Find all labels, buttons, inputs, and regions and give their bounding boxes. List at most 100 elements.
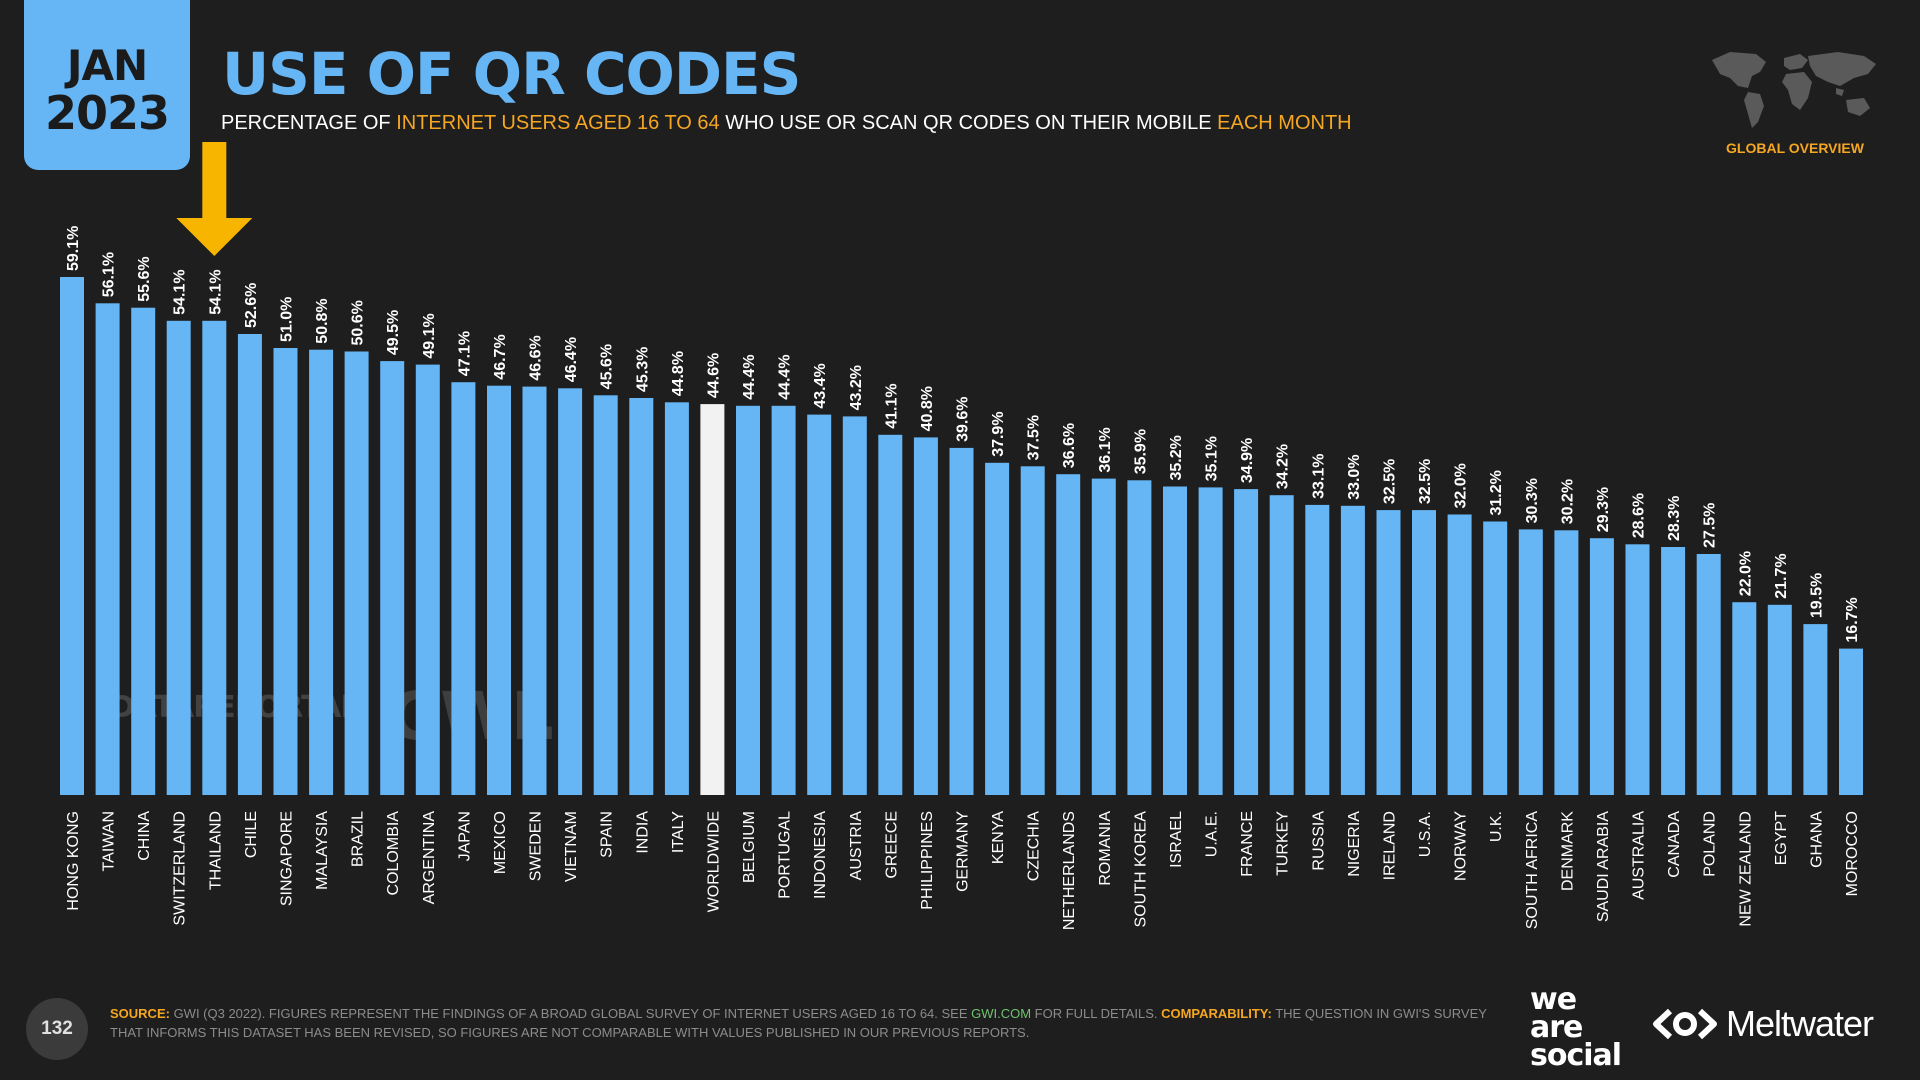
value-label: 50.6% [350,300,367,345]
comparability-text: THE QUESTION IN GWI'S SURVEY THAT INFORM… [110,1006,1487,1040]
bar-ireland [1376,510,1401,795]
category-label: AUSTRALIA [1631,811,1648,900]
date-month: JAN [66,41,148,90]
category-label: ISRAEL [1168,811,1185,868]
value-label: 41.1% [883,383,900,428]
category-label: EGYPT [1773,811,1790,865]
bar-malaysia [309,349,334,795]
bar-romania [1091,478,1116,795]
value-label: 36.6% [1061,423,1078,468]
logo-line-social: social [1530,1038,1622,1073]
value-label: 36.1% [1097,427,1114,472]
category-label: CANADA [1666,811,1683,878]
meltwater-wordmark: Meltwater [1726,1003,1874,1044]
value-label: 44.8% [670,351,687,396]
qr-codes-bar-chart: 59.1% HONG KONG 56.1% TAIWAN 55.6% CHINA 54.1%… [60,142,1863,930]
category-label: HONG KONG [65,811,82,911]
value-label: 52.6% [243,283,260,328]
date-badge: JAN 2023 [24,0,190,170]
category-label: BELGIUM [741,811,758,883]
category-label: SWITZERLAND [172,811,189,926]
value-label: 30.2% [1559,479,1576,524]
section-label: GLOBAL OVERVIEW [1726,140,1864,156]
page-title: USE OF QR CODES [222,40,801,108]
category-label: NEW ZEALAND [1737,811,1754,927]
logo-line-we: we [1530,982,1577,1017]
category-label: VIETNAM [563,811,580,882]
bar-norway [1447,514,1472,795]
value-label: 32.5% [1417,459,1434,504]
value-label: 45.6% [599,344,616,389]
bar-taiwan [95,303,120,795]
value-label: 29.3% [1595,487,1612,532]
value-label: 54.1% [172,269,189,314]
bar-italy [664,402,689,795]
category-label: PHILIPPINES [919,811,936,910]
bar-singapore [273,348,298,795]
category-label: U.A.E. [1204,811,1221,857]
bar-poland [1696,554,1721,795]
value-label: 50.8% [314,298,331,343]
category-label: POLAND [1702,811,1719,877]
category-label: U.S.A. [1417,811,1434,857]
source-text: GWI (Q3 2022). FIGURES REPRESENT THE FIN… [169,1006,972,1021]
bar-indonesia [807,414,832,795]
bar-spain [593,395,618,795]
value-label: 35.9% [1132,429,1149,474]
bar-egypt [1767,604,1792,795]
category-label: RUSSIA [1310,811,1327,871]
world-map-icon [1712,52,1876,128]
value-label: 44.6% [705,353,722,398]
bar-australia [1625,544,1650,795]
bar-colombia [380,361,405,795]
category-label: SOUTH AFRICA [1524,811,1541,930]
value-label: 35.2% [1168,435,1185,480]
subtitle-part: INTERNET USERS AGED 16 TO 64 [396,112,720,134]
category-label: ARGENTINA [421,811,438,905]
bar-vietnam [558,388,583,795]
category-label: MALAYSIA [314,811,331,890]
comparability-label: COMPARABILITY: [1161,1006,1272,1021]
category-label: THAILAND [207,811,224,890]
category-label: COLOMBIA [385,811,402,896]
source-label: SOURCE: [110,1006,170,1021]
value-label: 34.9% [1239,438,1256,483]
bar-china [131,307,156,795]
bar-new-zealand [1732,602,1757,795]
category-label: SINGAPORE [279,811,296,906]
bar-hong-kong [60,277,84,795]
value-label: 16.7% [1844,597,1861,642]
date-year: 2023 [44,86,170,140]
bar-south-africa [1518,529,1543,795]
value-label: 33.1% [1310,454,1327,499]
category-label: GREECE [883,811,900,879]
value-label: 46.4% [563,337,580,382]
value-label: 30.3% [1524,478,1541,523]
bar-ghana [1803,624,1828,795]
bar-czechia [1020,466,1045,795]
bar-philippines [913,437,938,795]
bar-u-k [1483,521,1508,795]
category-label: ITALY [670,811,687,853]
source-after: FOR FULL DETAILS. [1031,1006,1162,1021]
category-label: AUSTRIA [848,811,865,881]
category-label: CHILE [243,811,260,858]
value-label: 28.6% [1631,493,1648,538]
category-label: FRANCE [1239,811,1256,877]
bar-sweden [522,386,547,795]
bar-south-korea [1127,480,1152,795]
bar-greece [878,434,903,795]
bar-denmark [1554,530,1579,795]
category-label: IRELAND [1382,811,1399,880]
bar-russia [1305,504,1330,795]
value-label: 56.1% [101,252,118,297]
bar-israel [1163,486,1187,795]
page-subtitle: PERCENTAGE OF INTERNET USERS AGED 16 TO … [221,112,1352,135]
subtitle-part: PERCENTAGE OF [221,112,397,134]
value-label: 37.5% [1026,415,1043,460]
bar-canada [1661,547,1686,795]
bar-japan [451,382,476,795]
source-link[interactable]: GWI.COM [971,1006,1032,1021]
value-label: 46.6% [528,335,545,380]
bar-india [629,398,654,795]
